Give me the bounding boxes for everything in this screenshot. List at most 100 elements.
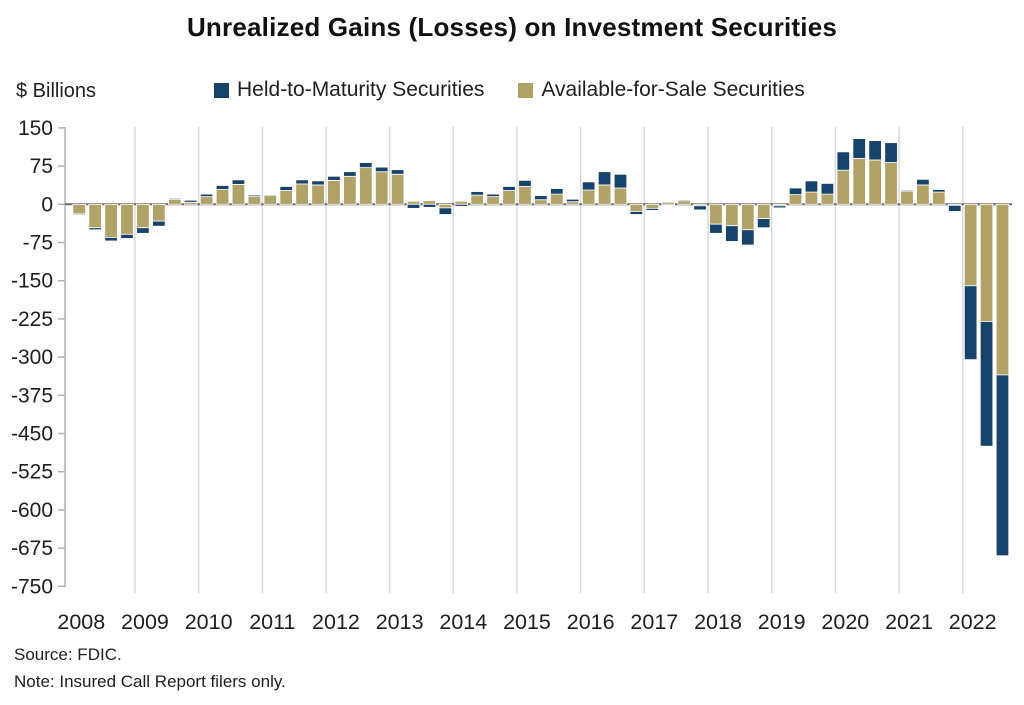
- chart-title: Unrealized Gains (Losses) on Investment …: [186, 12, 838, 42]
- bar-2008Q4-htm: [120, 233, 134, 239]
- x-tick-label: 2014: [439, 610, 487, 634]
- bar-2021Q3-afs: [932, 191, 946, 205]
- y-tick-label: -450: [11, 423, 53, 446]
- bar-2018Q3-afs: [741, 203, 755, 231]
- y-tick-label: 0: [41, 193, 53, 216]
- bar-2018Q4-afs: [757, 203, 771, 219]
- bar-2018Q1-htm: [709, 223, 723, 234]
- bar-2013Q2-htm: [406, 203, 421, 209]
- bar-2019Q4-afs: [820, 193, 835, 205]
- bar-2015Q4-htm: [566, 198, 580, 203]
- bar-2020Q3-afs: [868, 159, 882, 205]
- bar-2013Q4-htm: [438, 207, 453, 215]
- bar-2022Q1-htm: [963, 285, 978, 361]
- bar-2010Q2-afs: [215, 189, 230, 205]
- bar-2014Q2-htm: [470, 191, 484, 196]
- x-tick-label: 2009: [121, 610, 169, 634]
- x-tick-label: 2018: [694, 610, 742, 634]
- bar-2011Q2-afs: [279, 190, 293, 205]
- bar-2011Q4-afs: [311, 184, 325, 205]
- bar-2011Q2-htm: [279, 186, 293, 191]
- bar-2008Q4-afs: [120, 203, 134, 235]
- bar-2017Q4-htm: [693, 205, 707, 211]
- bar-2020Q1-htm: [836, 151, 850, 171]
- bar-2016Q1-htm: [581, 181, 596, 191]
- bar-2021Q1-afs: [900, 190, 914, 205]
- y-tick-label: 150: [18, 117, 53, 140]
- bar-2012Q2-afs: [343, 175, 357, 205]
- bar-2019Q2-htm: [788, 187, 803, 196]
- y-tick-label: 75: [30, 155, 53, 178]
- y-tick-label: -375: [11, 384, 53, 407]
- bar-2019Q4-htm: [820, 183, 835, 195]
- bar-2019Q3-afs: [804, 191, 819, 205]
- x-tick-label: 2020: [821, 610, 869, 634]
- x-tick-label: 2011: [249, 610, 295, 634]
- bar-2014Q2-afs: [470, 194, 484, 205]
- bar-2012Q2-htm: [343, 171, 357, 177]
- bar-2016Q1-afs: [581, 189, 596, 205]
- bar-2009Q2-afs: [152, 203, 166, 222]
- bar-2009Q1-afs: [136, 203, 150, 229]
- y-tick-label: -750: [11, 575, 53, 598]
- bar-2008Q1-htm: [72, 213, 86, 216]
- bar-2011Q1-htm: [263, 194, 277, 197]
- x-tick-label: 2015: [503, 610, 551, 634]
- bar-2011Q4-htm: [311, 180, 325, 186]
- bar-2009Q4-htm: [183, 199, 198, 203]
- bar-2021Q2-htm: [916, 178, 930, 186]
- bar-2019Q2-afs: [788, 194, 803, 205]
- bar-2009Q3-afs: [168, 198, 182, 205]
- bar-2020Q4-afs: [884, 162, 898, 205]
- bar-2010Q2-htm: [215, 185, 230, 190]
- bar-2016Q2-htm: [597, 171, 612, 186]
- bar-2022Q3-afs: [995, 203, 1010, 376]
- y-tick-label: -300: [11, 346, 53, 369]
- bar-2015Q3-afs: [550, 193, 564, 205]
- bar-2020Q2-afs: [852, 158, 866, 205]
- bar-2015Q3-htm: [550, 188, 564, 195]
- bar-2015Q2-htm: [534, 195, 548, 201]
- bar-2019Q1-htm: [772, 205, 787, 209]
- bar-2013Q3-afs: [422, 200, 437, 205]
- bar-2010Q3-htm: [231, 179, 246, 185]
- bar-2010Q1-htm: [199, 193, 214, 198]
- x-tick-label: 2010: [185, 610, 233, 634]
- bar-2018Q4-htm: [757, 218, 771, 229]
- bar-2022Q2-afs: [979, 203, 994, 322]
- x-tick-label: 2022: [949, 610, 997, 634]
- x-tick-label: 2021: [885, 610, 933, 634]
- bar-2020Q1-afs: [836, 169, 850, 205]
- bar-2016Q4-htm: [629, 211, 644, 215]
- bar-2009Q3-htm: [168, 197, 182, 200]
- bar-2021Q4-htm: [948, 204, 962, 212]
- bar-2015Q1-afs: [518, 186, 532, 205]
- bar-2010Q4-afs: [247, 196, 262, 205]
- y-axis-unit-label: $ Billions: [16, 80, 97, 102]
- bar-2018Q1-afs: [709, 203, 723, 225]
- legend-label-htm: Held-to-Maturity Securities: [237, 78, 485, 101]
- bar-2021Q1-htm: [900, 189, 914, 192]
- bar-2011Q3-afs: [295, 183, 309, 205]
- bar-2008Q2-htm: [88, 227, 102, 231]
- bar-2020Q3-htm: [868, 140, 882, 161]
- legend-label-afs: Available-for-Sale Securities: [541, 78, 805, 101]
- y-tick-label: -75: [23, 232, 53, 255]
- bar-2021Q3-htm: [932, 189, 946, 193]
- htm-swatch-icon: [214, 82, 229, 98]
- bar-2022Q1-afs: [963, 203, 978, 287]
- bar-2013Q3-htm: [422, 203, 437, 208]
- x-tick-label: 2013: [376, 610, 424, 634]
- bar-2008Q3-htm: [104, 237, 118, 242]
- source-line: Source: FDIC.: [14, 645, 122, 664]
- bar-2016Q3-afs: [613, 187, 628, 205]
- bar-2010Q1-afs: [199, 196, 214, 205]
- bar-2018Q2-afs: [725, 203, 739, 227]
- bar-2022Q2-htm: [979, 321, 994, 447]
- bar-2011Q1-afs: [263, 195, 277, 205]
- bar-2008Q2-afs: [88, 203, 102, 229]
- bar-2012Q1-afs: [327, 179, 341, 205]
- bar-2019Q3-htm: [804, 180, 819, 193]
